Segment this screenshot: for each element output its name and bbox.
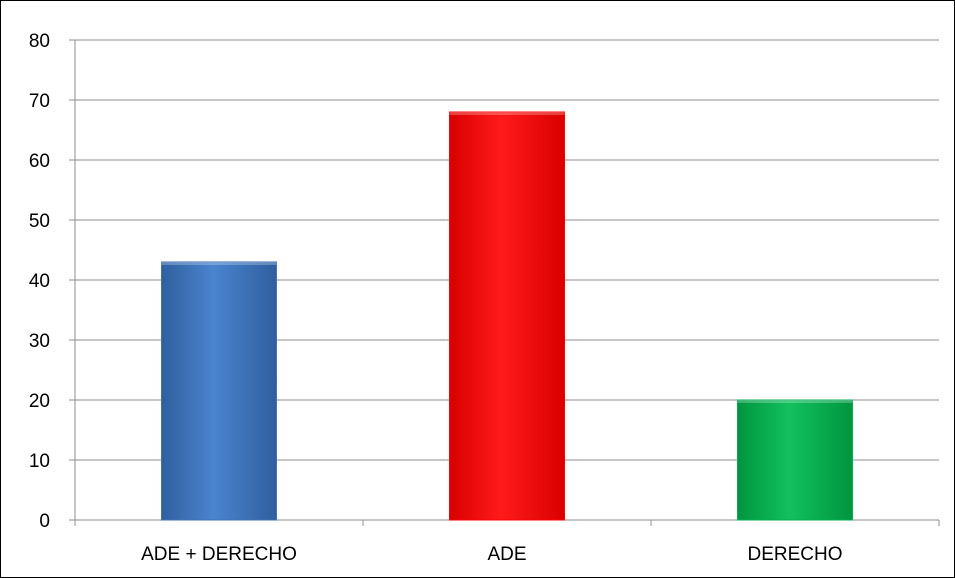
y-tick-label: 50	[29, 211, 50, 232]
y-tick-label: 20	[29, 391, 50, 412]
x-tick-label: ADE + DERECHO	[141, 544, 297, 565]
y-tick-label: 70	[29, 91, 50, 112]
bar-top-highlight	[737, 400, 853, 403]
x-axis	[74, 519, 940, 526]
bars	[161, 111, 853, 521]
y-axis: 0 10 20 30 40 50 60 70 80	[29, 31, 76, 532]
x-tick-labels: ADE + DERECHO ADE DERECHO	[141, 544, 842, 565]
y-tick-label: 30	[29, 331, 50, 352]
bar-derecho	[737, 399, 853, 521]
y-tick-label: 60	[29, 151, 50, 172]
y-tick-label: 0	[39, 511, 50, 532]
bar-top-highlight	[449, 112, 565, 115]
bar-ade-derecho	[161, 261, 277, 521]
bar-ade	[449, 111, 565, 521]
x-tick-label: DERECHO	[747, 544, 842, 565]
x-tick-label: ADE	[487, 544, 526, 565]
bar-top-highlight	[161, 262, 277, 265]
y-tick-label: 40	[29, 271, 50, 292]
y-tick-label: 10	[29, 451, 50, 472]
y-tick-label: 80	[29, 31, 50, 52]
